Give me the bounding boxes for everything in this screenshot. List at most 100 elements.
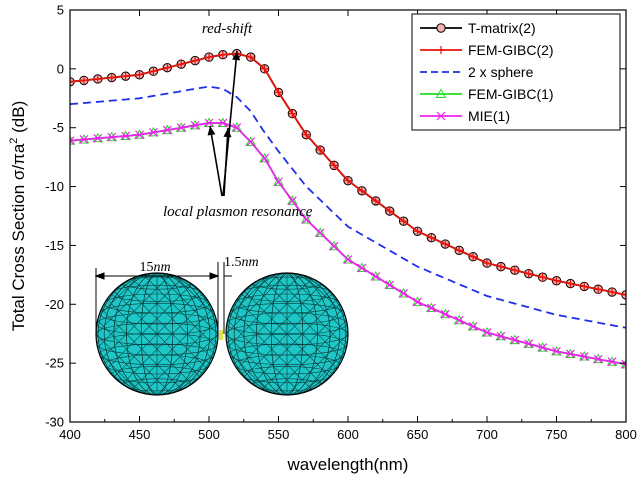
legend-marker: [436, 23, 446, 33]
series-line: [70, 85, 626, 329]
data-point: [342, 254, 354, 264]
y-tick-label: -20: [45, 297, 64, 312]
data-point: [413, 227, 422, 236]
data-point: [552, 276, 561, 285]
data-point: [70, 77, 74, 86]
arrow-plasmon-left: [207, 125, 223, 197]
data-point: [343, 255, 353, 264]
y-tick-label: 0: [57, 61, 64, 76]
arrow-plasmon-right: [223, 127, 232, 197]
data-point: [273, 176, 284, 186]
data-point: [413, 297, 422, 307]
data-point: [177, 60, 186, 69]
legend-marker: [436, 111, 446, 121]
data-point: [565, 349, 575, 359]
data-point: [524, 269, 533, 278]
data-point: [260, 153, 270, 163]
legend-label: FEM-GIBC(1): [468, 86, 554, 102]
data-point: [454, 315, 464, 325]
data-point: [399, 217, 408, 226]
legend-entry: FEM-GIBC(1): [420, 86, 554, 102]
x-tick-label: 800: [615, 427, 637, 442]
data-point: [288, 109, 297, 118]
data-point: [426, 303, 436, 313]
red-shift-label: red-shift: [202, 21, 253, 37]
data-point: [440, 309, 450, 319]
diameter-label: 15nm: [139, 260, 170, 275]
data-point: [79, 135, 89, 144]
plasmon-label: local plasmon resonance: [163, 204, 313, 220]
gap-marker: [219, 330, 223, 340]
legend-label: FEM-GIBC(2): [468, 42, 554, 58]
y-tick-label: 5: [57, 3, 64, 18]
data-point: [246, 137, 256, 147]
x-tick-label: 550: [268, 427, 290, 442]
x-tick-label: 750: [546, 427, 568, 442]
y-tick-label: -25: [45, 356, 64, 371]
legend-entry: 2 x sphere: [420, 64, 534, 80]
data-point: [121, 72, 130, 81]
data-point: [163, 63, 172, 72]
data-point: [483, 259, 491, 268]
data-point: [455, 246, 464, 255]
data-point: [218, 50, 227, 59]
data-point: [496, 262, 505, 271]
data-point: [79, 76, 88, 85]
annotations: red-shift local plasmon resonance 15nm 1.5n…: [94, 21, 313, 334]
legend: T-matrix(2) FEM-GIBC(2) 2 x sphere FEM-GIBC…: [411, 13, 621, 131]
data-point: [621, 359, 626, 369]
data-point: [107, 73, 116, 82]
data-point: [371, 196, 380, 205]
data-point: [176, 123, 186, 133]
y-tick-label: -15: [45, 238, 64, 253]
data-point: [232, 123, 242, 133]
y-tick-label: -5: [52, 120, 64, 135]
data-point: [135, 70, 144, 79]
data-point: [371, 272, 381, 281]
data-point: [566, 279, 575, 288]
legend-entry: T-matrix(2): [420, 20, 536, 36]
data-point: [344, 176, 352, 185]
data-point: [510, 266, 519, 275]
data-point: [593, 354, 603, 364]
data-point: [70, 136, 75, 146]
data-point: [538, 343, 548, 353]
data-point: [594, 285, 603, 294]
y-tick-label: -30: [45, 415, 64, 430]
data-point: [300, 214, 312, 224]
data-point: [246, 53, 255, 62]
x-tick-label: 400: [59, 427, 81, 442]
legend-marker: [437, 46, 445, 54]
data-point: [245, 136, 257, 146]
series-layer: [70, 48, 626, 369]
data-point: [148, 127, 158, 137]
series-2-x-sphere: [70, 85, 626, 329]
data-point: [607, 357, 617, 367]
data-point: [441, 240, 450, 249]
data-point: [204, 118, 214, 128]
legend-marker: [435, 88, 447, 98]
x-tick-label: 600: [337, 427, 359, 442]
data-point: [287, 195, 298, 205]
data-point: [385, 207, 394, 216]
data-point: [205, 53, 213, 62]
data-point: [580, 282, 589, 291]
x-tick-label: 450: [129, 427, 151, 442]
data-point: [579, 352, 589, 361]
data-point: [218, 118, 228, 128]
series-mie-1-: [70, 118, 626, 369]
legend-label: MIE(1): [468, 108, 510, 124]
x-tick-label: 700: [476, 427, 498, 442]
data-point: [482, 328, 492, 337]
gap-label: 1.5nm: [224, 255, 259, 270]
data-point: [385, 280, 395, 290]
data-point: [330, 161, 339, 170]
x-tick-label: 650: [407, 427, 429, 442]
data-point: [622, 290, 626, 299]
axis-ticks: 400 450 500 550 600 650 700 750 800 -30 -25 -20 -15 -…: [45, 3, 637, 443]
legend-label: T-matrix(2): [468, 20, 536, 36]
data-point: [162, 125, 172, 135]
y-tick-label: -10: [45, 179, 64, 194]
data-point: [190, 120, 200, 130]
data-point: [427, 233, 436, 242]
